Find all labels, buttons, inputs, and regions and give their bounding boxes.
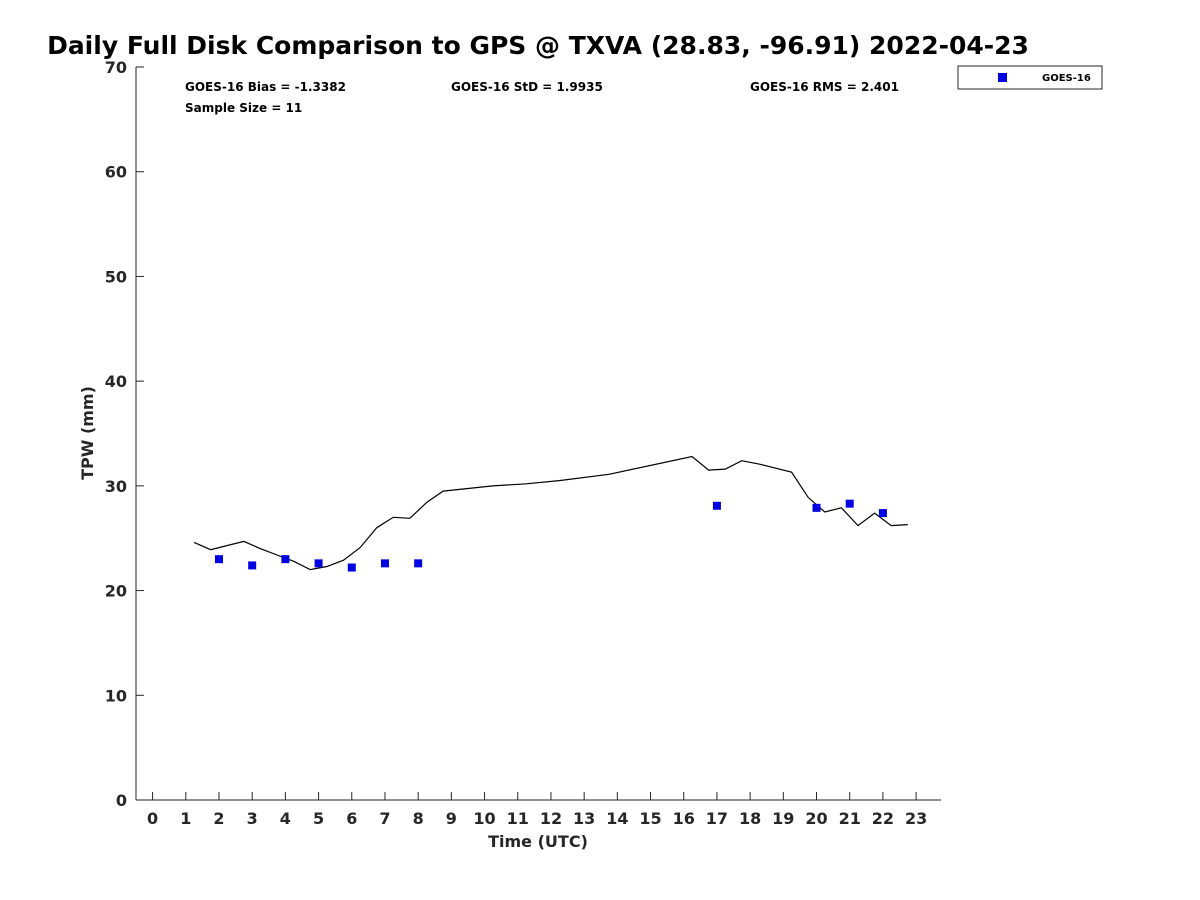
- y-tick-label: 30: [105, 477, 127, 496]
- y-ticks: 0 10 20 30 40 50 60 70: [105, 58, 144, 810]
- x-tick-label: 1: [180, 809, 191, 828]
- x-tick-label: 13: [573, 809, 595, 828]
- gps-tpw-line: [193, 455, 908, 571]
- goes16-data-point: [845, 499, 854, 508]
- goes16-data-point: [812, 503, 821, 512]
- y-tick-label: 40: [105, 372, 127, 391]
- y-tick-label: 10: [105, 686, 127, 705]
- x-tick-label: 23: [905, 809, 927, 828]
- x-tick-label: 12: [540, 809, 562, 828]
- x-tick-label: 15: [639, 809, 661, 828]
- legend-label-goes16: GOES-16: [1042, 73, 1091, 84]
- x-tick-label: 2: [213, 809, 224, 828]
- legend-marker-swatch: [998, 73, 1007, 82]
- x-ticks: 0 1 2 3 4 5 6 7 8 9 10 11 12 13 14 15 16 17 18 19 20 21 22 23: [147, 792, 927, 828]
- goes16-data-point: [712, 501, 721, 510]
- x-tick-label: 7: [379, 809, 390, 828]
- goes16-marker-series: [214, 499, 887, 572]
- x-tick-label: 22: [872, 809, 894, 828]
- goes16-data-point: [248, 561, 257, 570]
- x-tick-label: 11: [507, 809, 529, 828]
- legend-box: [957, 65, 1103, 90]
- y-tick-label: 0: [116, 791, 127, 810]
- x-tick-label: 0: [147, 809, 158, 828]
- y-tick-label: 70: [105, 58, 127, 77]
- goes16-data-point: [281, 555, 290, 564]
- legend: GOES-16: [957, 65, 1103, 90]
- y-tick-label: 50: [105, 267, 127, 286]
- x-tick-label: 3: [247, 809, 258, 828]
- x-tick-label: 5: [313, 809, 324, 828]
- x-tick-label: 18: [739, 809, 761, 828]
- y-tick-label: 20: [105, 582, 127, 601]
- x-tick-label: 9: [446, 809, 457, 828]
- goes16-data-point: [214, 555, 223, 564]
- x-axis-label: Time (UTC): [488, 832, 588, 851]
- y-tick-label: 60: [105, 163, 127, 182]
- chart-title: Daily Full Disk Comparison to GPS @ TXVA…: [47, 31, 1029, 60]
- x-tick-label: 8: [413, 809, 424, 828]
- gps-line-series: [193, 455, 908, 571]
- stat-rms: GOES-16 RMS = 2.401: [750, 80, 899, 94]
- x-tick-label: 10: [473, 809, 495, 828]
- y-axis-label: TPW (mm): [78, 386, 97, 480]
- goes16-data-point: [347, 563, 356, 572]
- goes16-data-point: [380, 559, 389, 568]
- x-tick-label: 17: [706, 809, 728, 828]
- x-tick-label: 19: [772, 809, 794, 828]
- goes16-data-point: [314, 559, 323, 568]
- x-tick-label: 6: [346, 809, 357, 828]
- x-tick-label: 14: [606, 809, 628, 828]
- goes16-data-point: [878, 509, 887, 518]
- goes16-data-point: [414, 559, 423, 568]
- stat-sample-size: Sample Size = 11: [185, 101, 302, 115]
- stat-std: GOES-16 StD = 1.9935: [451, 80, 603, 94]
- x-tick-label: 21: [839, 809, 861, 828]
- x-tick-label: 16: [673, 809, 695, 828]
- x-tick-label: 20: [805, 809, 827, 828]
- x-tick-label: 4: [280, 809, 291, 828]
- plot-area: [135, 67, 941, 801]
- stat-bias: GOES-16 Bias = -1.3382: [185, 80, 346, 94]
